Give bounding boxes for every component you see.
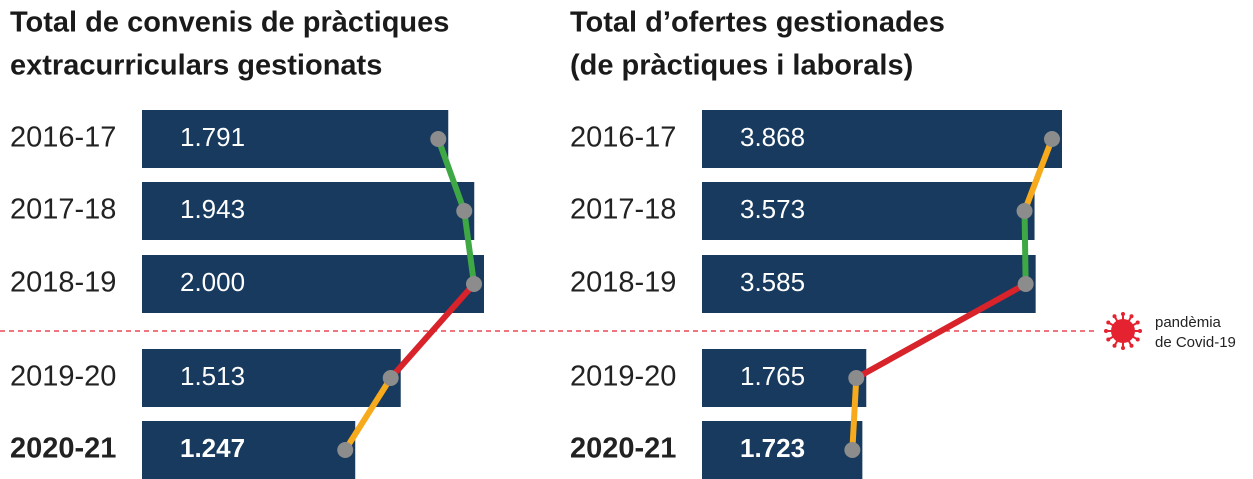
trend-segment [387, 281, 477, 381]
trend-segment [1021, 208, 1029, 287]
trend-dot [466, 276, 482, 292]
trend-segment [853, 281, 1029, 381]
category-label: 2017-18 [570, 194, 676, 226]
bar [702, 349, 867, 407]
bar [142, 182, 475, 240]
bar [702, 255, 1036, 313]
trend-dot [844, 442, 861, 458]
trend-segment [435, 136, 468, 214]
trend-dot [848, 370, 865, 386]
value-label: 3.868 [740, 122, 805, 152]
bar [142, 255, 484, 313]
trend-dot [1017, 276, 1034, 292]
trend-segment [849, 375, 860, 453]
virus-tip [1129, 343, 1134, 348]
category-label: 2016-17 [570, 122, 676, 154]
trend-dot [456, 203, 473, 219]
virus-tip [1106, 337, 1111, 342]
chart-title: Total d’ofertes gestionades [570, 7, 945, 39]
value-label: 1.765 [740, 361, 805, 391]
category-label: 2017-18 [10, 194, 116, 226]
category-label: 2016-17 [10, 122, 116, 154]
bar [142, 421, 356, 479]
value-label: 2.000 [180, 267, 245, 297]
category-label: 2018-19 [10, 267, 116, 299]
value-label: 1.723 [740, 433, 805, 463]
annotation-text: de Covid-19 [1155, 334, 1236, 351]
value-label: 1.791 [180, 122, 245, 152]
annotation-text: pandèmia [1155, 314, 1222, 331]
trend-dot [430, 131, 447, 147]
virus-tip [1104, 329, 1108, 333]
virus-tip [1135, 320, 1140, 325]
virus-tip [1129, 314, 1134, 319]
category-label: 2020-21 [10, 433, 116, 465]
trend-segment [1021, 136, 1055, 214]
bar [702, 182, 1035, 240]
bar [702, 421, 863, 479]
trend-dot [1016, 203, 1033, 219]
value-label: 3.585 [740, 267, 805, 297]
virus-tip [1138, 329, 1142, 333]
trend-dot [337, 442, 354, 458]
value-label: 1.247 [180, 433, 245, 463]
category-label: 2019-20 [570, 361, 676, 393]
bar [702, 110, 1062, 168]
virus-tip [1112, 343, 1117, 348]
covid-icon [1104, 312, 1142, 350]
value-label: 1.513 [180, 361, 245, 391]
category-label: 2020-21 [570, 433, 676, 465]
virus-tip [1121, 312, 1125, 316]
trend-dot [382, 370, 399, 386]
chart-title: Total de convenis de pràctiques [10, 7, 449, 39]
virus-tip [1135, 337, 1140, 342]
virus-tip [1106, 320, 1111, 325]
category-label: 2019-20 [10, 361, 116, 393]
trend-segment [461, 208, 477, 287]
bar [142, 110, 449, 168]
value-label: 3.573 [740, 194, 805, 224]
virus-body [1111, 319, 1135, 343]
chart-title: (de pràctiques i laborals) [570, 50, 913, 82]
trend-dot [1044, 131, 1060, 147]
value-label: 1.943 [180, 194, 245, 224]
trend-segment [342, 375, 394, 453]
bar [142, 349, 401, 407]
chart-title: extracurriculars gestionats [10, 50, 382, 82]
category-label: 2018-19 [570, 267, 676, 299]
virus-tip [1112, 314, 1117, 319]
virus-tip [1121, 346, 1125, 350]
